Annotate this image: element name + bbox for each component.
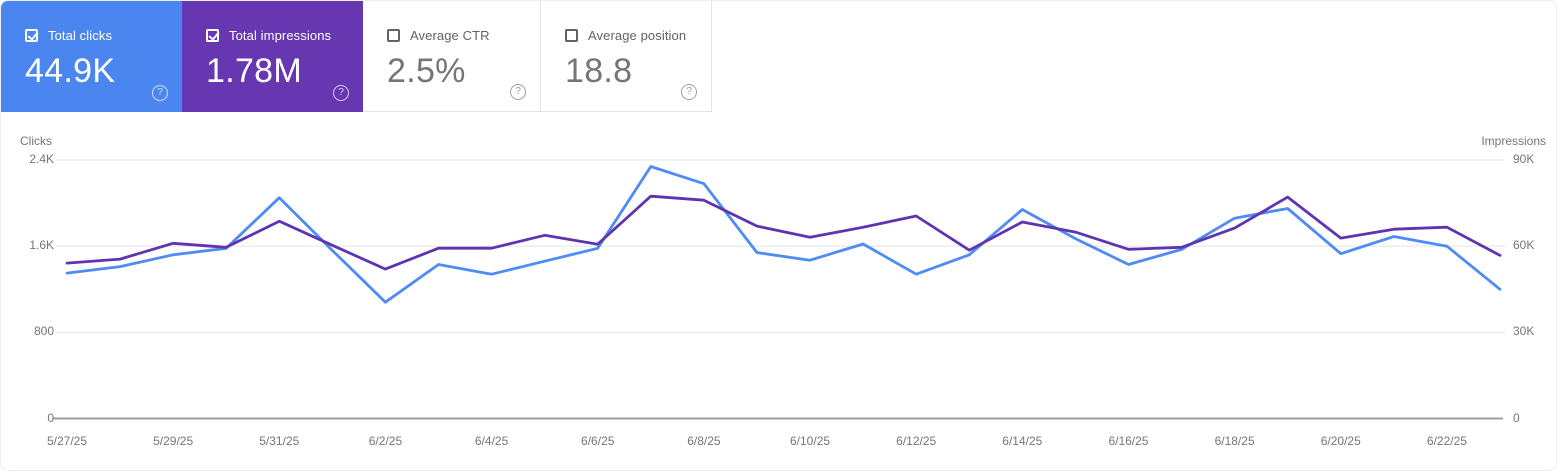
x-axis-tick: 6/8/25 — [687, 434, 721, 448]
x-axis-tick: 5/27/25 — [46, 434, 88, 448]
metric-card-value: 2.5% — [387, 52, 466, 90]
x-axis-tick: 6/20/25 — [1320, 434, 1361, 448]
metric-card-value: 1.78M — [206, 52, 302, 90]
x-axis-tick: 6/18/25 — [1214, 434, 1255, 448]
y-axis-tick-left: 1.6K — [29, 238, 54, 253]
left-axis-title: Clicks — [20, 134, 52, 148]
help-icon[interactable]: ? — [152, 85, 168, 101]
y-axis-tick-left: 800 — [33, 324, 54, 339]
metric-cards-row: Total clicks 44.9K ? Total impressions 1… — [1, 1, 712, 112]
help-icon[interactable]: ? — [681, 84, 697, 100]
average-ctr-checkbox[interactable] — [387, 28, 400, 42]
metric-card-header: Total impressions — [206, 27, 339, 43]
x-axis-tick: 6/16/25 — [1108, 434, 1149, 448]
x-axis-tick: 5/29/25 — [153, 434, 194, 448]
metric-card-average-ctr[interactable]: Average CTR 2.5% ? — [363, 1, 541, 112]
x-axis-tick: 6/22/25 — [1426, 434, 1467, 448]
x-axis-tick: 6/6/25 — [581, 434, 615, 448]
metric-card-total-clicks[interactable]: Total clicks 44.9K ? — [1, 1, 182, 112]
total-clicks-checkbox[interactable] — [25, 28, 38, 42]
x-axis-tick: 6/2/25 — [368, 434, 403, 448]
metric-card-label: Total impressions — [229, 27, 332, 43]
right-axis-title: Impressions — [1481, 134, 1546, 148]
average-position-checkbox[interactable] — [565, 28, 578, 42]
metric-card-label: Total clicks — [48, 27, 113, 43]
y-axis-tick-right: 0 — [1513, 410, 1520, 425]
x-axis-tick: 6/14/25 — [1002, 434, 1043, 448]
y-axis-tick-right: 60K — [1513, 238, 1535, 253]
impressions-line — [65, 194, 1502, 271]
help-icon[interactable]: ? — [333, 85, 349, 101]
total-impressions-checkbox[interactable] — [206, 28, 219, 42]
chart-canvas[interactable] — [1, 112, 1557, 471]
x-axis-tick: 6/12/25 — [896, 434, 937, 448]
y-axis-tick-left: 2.4K — [29, 152, 54, 166]
metric-card-value: 44.9K — [25, 52, 116, 90]
metric-card-value: 18.8 — [565, 52, 633, 90]
metric-card-header: Average position — [565, 27, 687, 43]
performance-chart[interactable]: Clicks Impressions 0 800 1.6K 2.4K 0 30K 60K 90… — [1, 112, 1557, 471]
x-axis-tick: 6/10/25 — [790, 434, 831, 448]
help-icon[interactable]: ? — [510, 84, 526, 100]
clicks-line — [65, 165, 1502, 304]
x-axis-tick: 5/31/25 — [259, 434, 300, 448]
y-axis-tick-left: 0 — [47, 410, 54, 425]
y-axis-tick-right: 90K — [1513, 152, 1535, 166]
metric-card-average-position[interactable]: Average position 18.8 ? — [541, 1, 712, 112]
metric-card-total-impressions[interactable]: Total impressions 1.78M ? — [182, 1, 363, 112]
metric-card-header: Average CTR — [387, 27, 516, 43]
x-axis-tick: 6/4/25 — [474, 434, 509, 448]
metric-card-label: Average CTR — [410, 27, 490, 43]
metric-card-header: Total clicks — [25, 27, 158, 43]
y-axis-tick-right: 30K — [1513, 324, 1535, 339]
metric-card-label: Average position — [588, 27, 687, 43]
